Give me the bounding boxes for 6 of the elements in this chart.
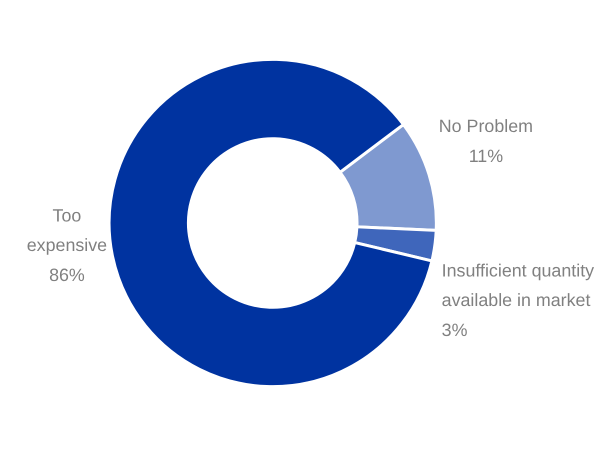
data-label: 11% xyxy=(468,146,504,166)
slice-label: No Problem xyxy=(438,116,533,136)
data-label: 86% xyxy=(49,264,85,285)
slice-label: Insufficient quantity available in market xyxy=(442,260,594,310)
data-label: 3% xyxy=(442,320,468,340)
slice-label: Too expensive xyxy=(26,205,108,256)
